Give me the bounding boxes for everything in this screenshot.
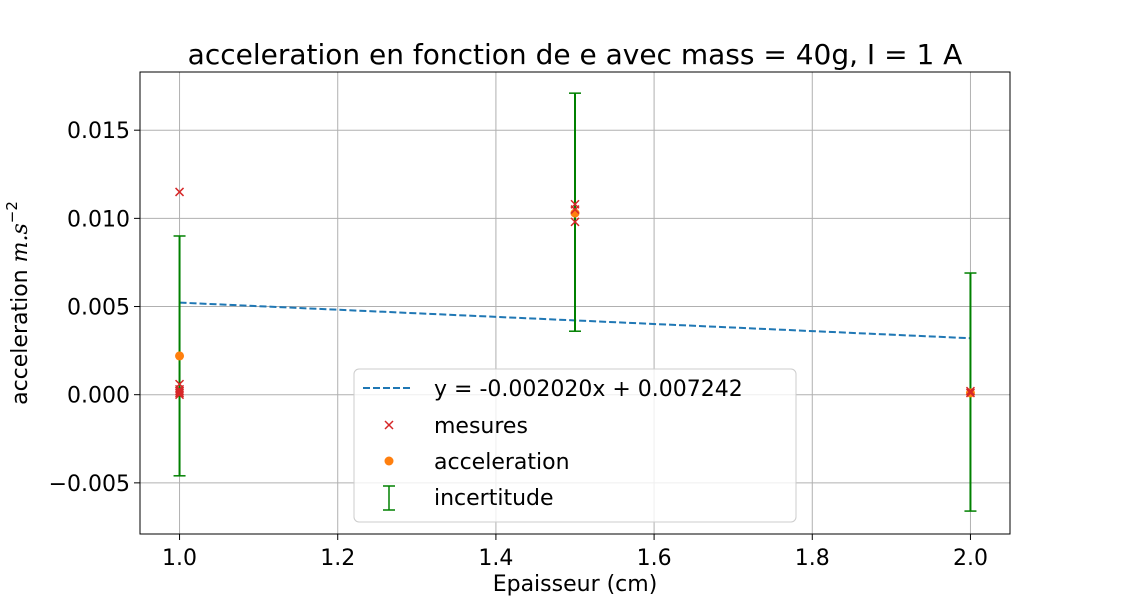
x-tick-label: 1.4 [478, 546, 513, 571]
mesure-point-stroke [175, 388, 185, 398]
chart-title: acceleration en fonction de e avec mass … [188, 38, 963, 71]
legend-incertitude-marker [383, 485, 395, 511]
x-tick-label: 1.6 [637, 546, 672, 571]
y-axis-label: acceleration m.s−2 [3, 201, 33, 405]
mesure-point-stroke [965, 386, 975, 396]
plot-area-frame [139, 71, 1011, 535]
mesure-point-stroke [965, 388, 975, 398]
mesure-point-stroke [570, 205, 580, 215]
mesure-point [965, 386, 975, 396]
y-axis-label-math: m.s [8, 223, 33, 262]
mesure-point [965, 388, 975, 398]
acceleration-point [175, 351, 185, 361]
mesure-point [175, 390, 185, 400]
mesure-point [570, 217, 580, 227]
y-tick-label: −0.005 [49, 472, 130, 497]
legend-acceleration-marker [384, 456, 394, 466]
mesure-point [570, 205, 580, 215]
x-tick-label: 2.0 [953, 546, 988, 571]
y-axis-ticks: −0.005 0.000 0.005 0.010 0.015 [49, 119, 140, 497]
x-axis-ticks: 1.0 1.2 1.4 1.6 1.8 2.0 [162, 534, 988, 571]
x-axis-label: Epaisseur (cm) [493, 572, 658, 597]
mesure-point-stroke [175, 390, 185, 400]
x-tick-label: 1.0 [162, 546, 197, 571]
legend-mesures-label: mesures [434, 414, 528, 439]
legend-mesures-marker [384, 420, 394, 430]
mesure-point-stroke [175, 386, 185, 396]
legend-incertitude-label: incertitude [434, 486, 554, 511]
mesure-point [175, 386, 185, 396]
mesure-point [175, 388, 185, 398]
legend: y = -0.002020x + 0.007242 mesures accele… [353, 368, 797, 523]
x-tick-label: 1.8 [795, 546, 830, 571]
mesure-point [175, 187, 185, 197]
y-tick-label: 0.010 [67, 207, 130, 232]
mesure-point-stroke [570, 217, 580, 227]
legend-frame [353, 368, 797, 523]
legend-acceleration-label: acceleration [434, 450, 570, 475]
legend-fit-label: y = -0.002020x + 0.007242 [434, 377, 743, 402]
y-tick-label: 0.005 [67, 296, 130, 321]
y-axis-label-exponent: −2 [3, 201, 21, 223]
y-tick-label: 0.015 [67, 119, 130, 144]
x-tick-label: 1.2 [320, 546, 355, 571]
mesure-point-stroke [175, 187, 185, 197]
points-layer [175, 187, 975, 400]
y-tick-label: 0.000 [67, 384, 130, 409]
y-axis-label-text: acceleration [8, 262, 33, 405]
